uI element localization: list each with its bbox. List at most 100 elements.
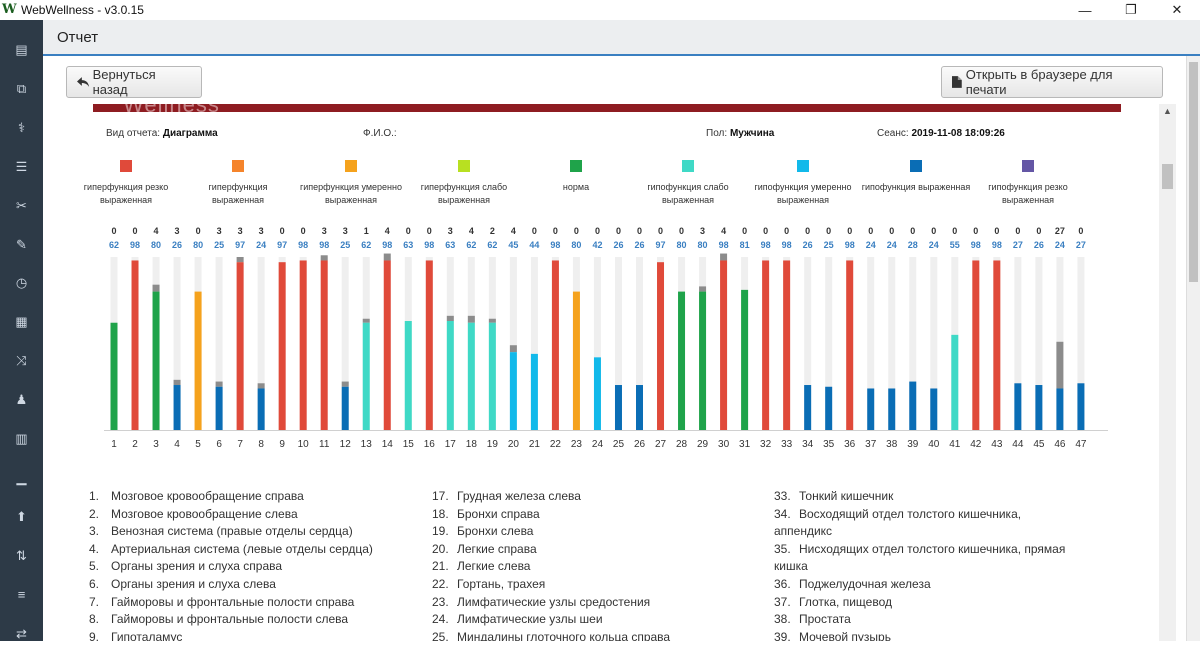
bar-track bbox=[593, 257, 601, 430]
deviation-label: 0 bbox=[196, 226, 201, 236]
x-tick-label: 24 bbox=[592, 439, 604, 450]
deviation-label: 0 bbox=[553, 226, 558, 236]
deviation-bar bbox=[173, 379, 181, 386]
scroll-up-icon[interactable]: ▲ bbox=[1163, 106, 1172, 116]
organ-number: 1. bbox=[88, 489, 99, 503]
report-type-value: Диаграмма bbox=[162, 128, 218, 139]
clock-icon[interactable]: ◷ bbox=[15, 275, 28, 291]
data-bar bbox=[699, 291, 707, 430]
legend-swatch bbox=[797, 160, 809, 172]
session-value: 2019-11-08 18:09:26 bbox=[911, 128, 1005, 139]
data-bar bbox=[362, 322, 370, 430]
value-label: 55 bbox=[950, 240, 960, 250]
reply-icon bbox=[77, 77, 90, 87]
stethoscope-icon[interactable]: ⚕ bbox=[17, 119, 26, 135]
page-scrollbar[interactable] bbox=[1186, 56, 1200, 641]
print-button[interactable]: Открыть в браузере для печати bbox=[941, 66, 1163, 98]
data-bar bbox=[572, 291, 580, 430]
data-bar bbox=[467, 322, 475, 430]
organ-list-item: 36. Поджелудочная железа bbox=[774, 576, 1114, 594]
cutlery-icon[interactable]: ✂ bbox=[16, 197, 27, 213]
x-tick-label: 9 bbox=[279, 439, 285, 450]
report-scrollbar-thumb[interactable] bbox=[1162, 164, 1173, 189]
clone-icon[interactable]: ⧉ bbox=[16, 80, 27, 96]
x-tick-label: 20 bbox=[508, 439, 520, 450]
x-tick-label: 38 bbox=[886, 439, 898, 450]
organ-list-item: кишка bbox=[774, 558, 1114, 576]
x-tick-label: 46 bbox=[1054, 439, 1066, 450]
shuffle-icon[interactable]: ⤨ bbox=[16, 353, 27, 369]
value-label: 27 bbox=[1076, 240, 1086, 250]
organ-list-item: 9. Гипоталамус bbox=[86, 629, 426, 641]
patient-name-label: Ф.И.О.: bbox=[363, 128, 397, 139]
deviation-label: 0 bbox=[1078, 226, 1083, 236]
value-label: 98 bbox=[298, 240, 308, 250]
report-banner: Wellness bbox=[93, 104, 1121, 117]
x-tick-label: 15 bbox=[403, 439, 415, 450]
organ-name: Глотка, пищевод bbox=[799, 594, 892, 609]
list-icon[interactable]: ≡ bbox=[17, 587, 26, 603]
sort-icon[interactable]: ⇅ bbox=[16, 547, 27, 563]
x-tick-label: 35 bbox=[823, 439, 835, 450]
organ-list-item: 21. Легкие слева bbox=[432, 558, 772, 576]
legend-swatch bbox=[345, 160, 357, 172]
deviation-label: 3 bbox=[175, 226, 180, 236]
news-icon[interactable]: ▤ bbox=[15, 42, 28, 57]
organ-list-item: 33. Тонкий кишечник bbox=[774, 488, 1114, 506]
organ-name: Артериальная система (левые отделы сердц… bbox=[111, 541, 373, 556]
page-scrollbar-thumb[interactable] bbox=[1189, 62, 1198, 282]
deviation-bar bbox=[215, 381, 223, 387]
calculator-icon[interactable]: ▦ bbox=[15, 314, 28, 330]
deviation-label: 0 bbox=[973, 226, 978, 236]
restore-button[interactable]: ❐ bbox=[1125, 2, 1137, 17]
close-button[interactable]: ✕ bbox=[1171, 2, 1183, 17]
deviation-bar bbox=[467, 315, 475, 323]
deviation-bar bbox=[488, 318, 496, 323]
x-tick-label: 11 bbox=[319, 439, 330, 450]
exchange-icon[interactable]: ⇄ bbox=[16, 625, 27, 641]
legend-label: гипофункция выраженная bbox=[861, 182, 971, 192]
bar-chart-icon[interactable]: ▥ bbox=[15, 431, 28, 446]
organ-name: Восходящий отдел толстого кишечника, bbox=[799, 506, 1022, 521]
organ-name: Гайморовы и фронтальные полости справа bbox=[111, 594, 355, 609]
pencil-icon[interactable]: ✎ bbox=[16, 236, 27, 252]
deviation-label: 4 bbox=[385, 226, 390, 236]
x-tick-label: 7 bbox=[237, 439, 243, 450]
bar-track bbox=[341, 257, 349, 430]
organ-number: 23. bbox=[432, 594, 449, 609]
x-tick-label: 31 bbox=[739, 439, 751, 450]
x-tick-label: 28 bbox=[676, 439, 688, 450]
data-bar bbox=[804, 385, 812, 430]
banner-logo-text: Wellness bbox=[123, 104, 220, 117]
minimize-button[interactable]: — bbox=[1078, 2, 1092, 18]
organ-list-item: 8. Гайморовы и фронтальные полости слева bbox=[86, 611, 426, 629]
organ-list-column-1: 1. Мозговое кровообращение справа 2. Мозгов… bbox=[86, 488, 426, 641]
arrow-up-icon[interactable]: ⬆ bbox=[16, 508, 27, 524]
organ-list-item: 37. Глотка, пищевод bbox=[774, 594, 1114, 612]
organ-name: Грудная железа слева bbox=[457, 489, 581, 503]
legend-label: гипофункция умеренно выраженная bbox=[754, 182, 852, 205]
person-icon[interactable]: ♟ bbox=[15, 392, 28, 408]
patient-sex-label: Пол: bbox=[706, 128, 728, 139]
value-label: 26 bbox=[172, 240, 182, 250]
report-scrollbar[interactable]: ▲ bbox=[1159, 104, 1176, 641]
value-label: 80 bbox=[193, 240, 203, 250]
legend-label: гипофункция слабо выраженная bbox=[647, 182, 729, 205]
back-button[interactable]: Вернуться назад bbox=[66, 66, 202, 98]
data-bar bbox=[257, 388, 265, 430]
deviation-label: 0 bbox=[952, 226, 957, 236]
organ-number: 38. bbox=[774, 612, 791, 627]
x-tick-label: 3 bbox=[153, 439, 159, 450]
deviation-label: 0 bbox=[280, 226, 285, 236]
x-tick-label: 43 bbox=[991, 439, 1003, 450]
value-label: 62 bbox=[109, 240, 119, 250]
deviation-label: 3 bbox=[217, 226, 222, 236]
sliders-icon[interactable]: ☰ bbox=[15, 158, 28, 174]
x-tick-label: 13 bbox=[361, 439, 373, 450]
signal-icon[interactable]: ▁ bbox=[16, 469, 27, 485]
organ-list-column-2: 17. Грудная железа слева 18. Бронхи справа 1… bbox=[432, 488, 772, 641]
x-tick-label: 42 bbox=[970, 439, 982, 450]
bar-track bbox=[909, 257, 917, 430]
organ-name: Органы зрения и слуха слева bbox=[111, 576, 276, 591]
value-label: 62 bbox=[466, 240, 476, 250]
